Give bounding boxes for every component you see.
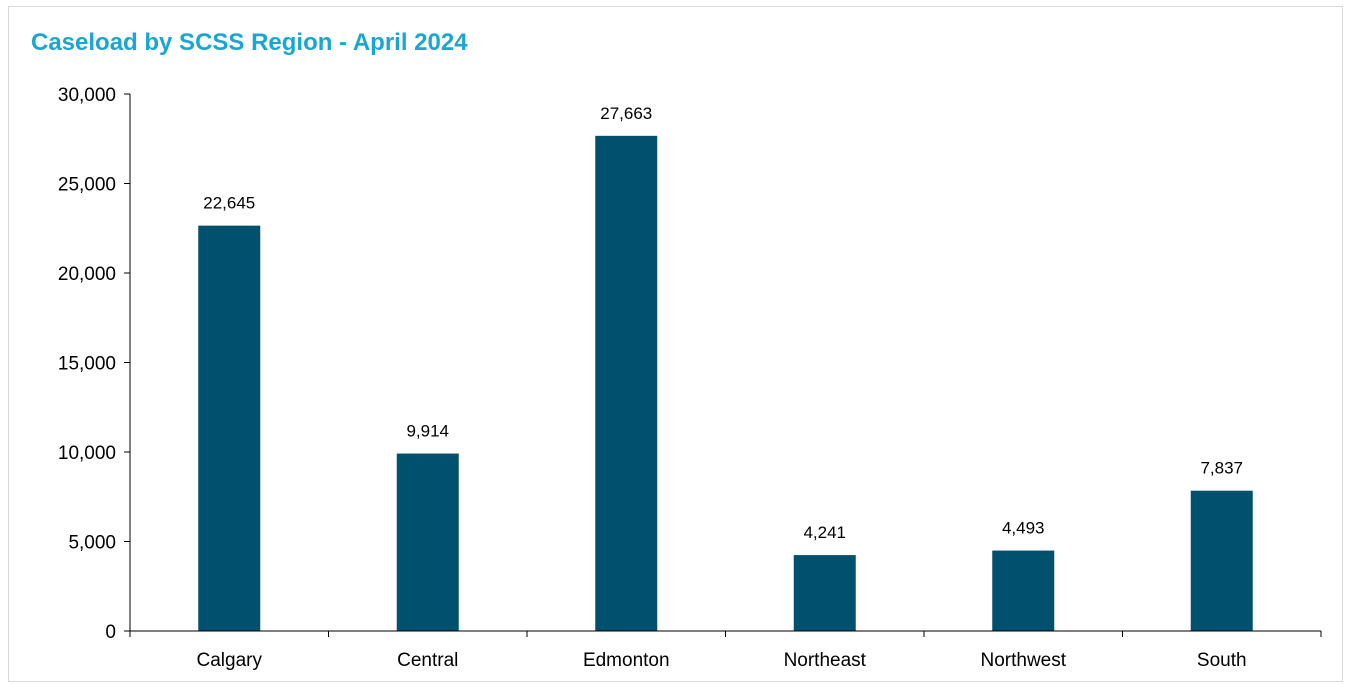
y-tick-label: 30,000	[58, 85, 116, 106]
bar-central	[396, 453, 459, 631]
bar-edmonton	[595, 135, 658, 631]
chart-title: Caseload by SCSS Region - April 2024	[31, 29, 468, 56]
bars-group	[198, 135, 1253, 632]
bar-northeast	[793, 555, 856, 631]
data-label-south: 7,837	[1200, 459, 1243, 478]
y-tick-label: 10,000	[58, 443, 116, 464]
x-category-label: Calgary	[197, 650, 263, 671]
data-labels-group: 22,645 9,914 27,663 4,241 4,493 7,837	[203, 104, 1243, 542]
data-label-northeast: 4,241	[803, 523, 846, 542]
y-tick-label: 5,000	[68, 533, 116, 554]
y-axis: 0 5,000 10,000 15,000 20,000 25,000 30,000	[58, 85, 131, 643]
y-tick-label: 15,000	[58, 354, 116, 375]
bar-calgary	[198, 225, 261, 632]
y-tick-label: 20,000	[58, 264, 116, 285]
data-label-calgary: 22,645	[203, 194, 255, 213]
data-label-edmonton: 27,663	[600, 104, 652, 123]
data-label-central: 9,914	[406, 422, 449, 441]
x-axis: Calgary Central Edmonton Northeast Northwest…	[129, 630, 1322, 671]
x-category-label: South	[1197, 650, 1247, 671]
x-category-label: Central	[397, 650, 458, 671]
bar-northwest	[992, 550, 1055, 631]
y-tick-label: 0	[105, 622, 116, 643]
data-label-northwest: 4,493	[1002, 519, 1045, 538]
x-category-label: Edmonton	[583, 650, 670, 671]
bar-south	[1190, 490, 1253, 631]
y-tick-label: 25,000	[58, 175, 116, 196]
x-category-label: Northeast	[784, 650, 867, 671]
x-category-label: Northwest	[980, 650, 1066, 671]
